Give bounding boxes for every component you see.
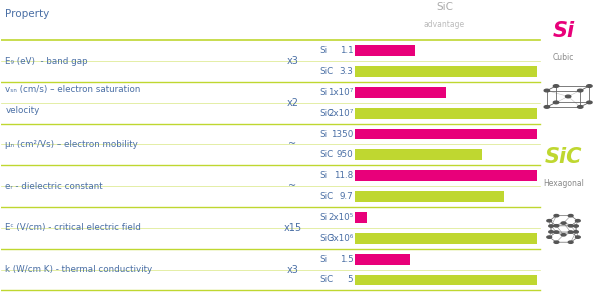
Text: E₉ (eV)  - band gap: E₉ (eV) - band gap	[5, 56, 88, 66]
Text: Si: Si	[319, 46, 328, 55]
Circle shape	[554, 225, 559, 227]
Bar	[355, 233, 537, 244]
Circle shape	[574, 225, 578, 227]
Circle shape	[568, 231, 573, 233]
Text: k (W/cm K) - thermal conductivity: k (W/cm K) - thermal conductivity	[5, 265, 153, 274]
Text: 1.1: 1.1	[340, 46, 353, 55]
Text: 5: 5	[347, 275, 353, 285]
Text: 1.5: 1.5	[340, 255, 353, 264]
Text: 1x10⁷: 1x10⁷	[328, 88, 353, 97]
Text: Si: Si	[319, 213, 328, 222]
Circle shape	[568, 215, 573, 217]
Bar	[355, 66, 537, 77]
Circle shape	[568, 225, 573, 227]
Text: 2x10⁷: 2x10⁷	[328, 109, 353, 118]
Bar	[355, 108, 537, 118]
Circle shape	[553, 85, 559, 87]
Text: eᵣ - dielectric constant: eᵣ - dielectric constant	[5, 182, 103, 191]
Text: 1350: 1350	[331, 130, 353, 138]
Circle shape	[544, 106, 550, 108]
Text: μₙ (cm²/Vs) – electron mobility: μₙ (cm²/Vs) – electron mobility	[5, 140, 139, 149]
Bar	[355, 149, 482, 160]
Text: x3: x3	[287, 56, 298, 66]
Circle shape	[577, 106, 583, 108]
Text: x2: x2	[287, 98, 298, 108]
Bar	[355, 45, 415, 56]
Text: SiC: SiC	[319, 67, 334, 76]
Circle shape	[554, 231, 559, 233]
Text: Si: Si	[319, 88, 328, 97]
Text: x3: x3	[287, 265, 298, 275]
Circle shape	[565, 95, 571, 98]
Circle shape	[561, 234, 566, 236]
Circle shape	[553, 101, 559, 104]
Text: vₛₙ (cm/s) – electron saturation: vₛₙ (cm/s) – electron saturation	[5, 85, 141, 94]
Bar	[355, 275, 537, 285]
Circle shape	[568, 241, 573, 243]
Circle shape	[587, 101, 592, 104]
Text: Si: Si	[319, 255, 328, 264]
Circle shape	[547, 236, 552, 238]
Circle shape	[554, 215, 559, 217]
Text: advantage: advantage	[424, 20, 465, 29]
Circle shape	[576, 220, 580, 222]
Circle shape	[587, 85, 592, 87]
Text: ~: ~	[288, 181, 297, 191]
Circle shape	[576, 236, 580, 238]
Text: SiC: SiC	[319, 150, 334, 159]
Circle shape	[549, 231, 553, 233]
Text: Property: Property	[5, 9, 50, 19]
Text: Hexagonal: Hexagonal	[543, 179, 584, 188]
Circle shape	[547, 220, 552, 222]
Circle shape	[577, 89, 583, 92]
Text: 950: 950	[337, 150, 353, 159]
Text: SiC: SiC	[319, 109, 334, 118]
Circle shape	[549, 225, 553, 227]
Text: x15: x15	[284, 223, 301, 233]
Text: 3.3: 3.3	[340, 67, 353, 76]
Text: ~: ~	[288, 139, 297, 149]
Text: 11.8: 11.8	[334, 171, 353, 180]
Text: Si: Si	[319, 130, 328, 138]
Text: Si: Si	[552, 21, 574, 41]
Text: velocity: velocity	[5, 106, 40, 115]
Text: 9.7: 9.7	[340, 192, 353, 201]
Text: SiC: SiC	[319, 275, 334, 285]
Text: SiC: SiC	[319, 234, 334, 243]
Bar	[355, 128, 537, 139]
Circle shape	[554, 241, 559, 243]
Text: 3x10⁶: 3x10⁶	[328, 234, 353, 243]
Text: SiC: SiC	[545, 147, 582, 167]
Bar	[355, 170, 537, 181]
Bar	[355, 212, 367, 223]
Bar	[355, 254, 410, 265]
Circle shape	[544, 89, 550, 92]
Text: Cubic: Cubic	[553, 54, 574, 62]
Bar	[355, 191, 504, 202]
Circle shape	[574, 231, 578, 233]
Bar	[355, 87, 446, 98]
Text: Eᶜ (V/cm) - critical electric field: Eᶜ (V/cm) - critical electric field	[5, 223, 141, 232]
Text: Si: Si	[319, 171, 328, 180]
Text: SiC: SiC	[319, 192, 334, 201]
Text: SiC: SiC	[436, 2, 453, 12]
Circle shape	[561, 222, 566, 224]
Text: 2x10⁵: 2x10⁵	[328, 213, 353, 222]
